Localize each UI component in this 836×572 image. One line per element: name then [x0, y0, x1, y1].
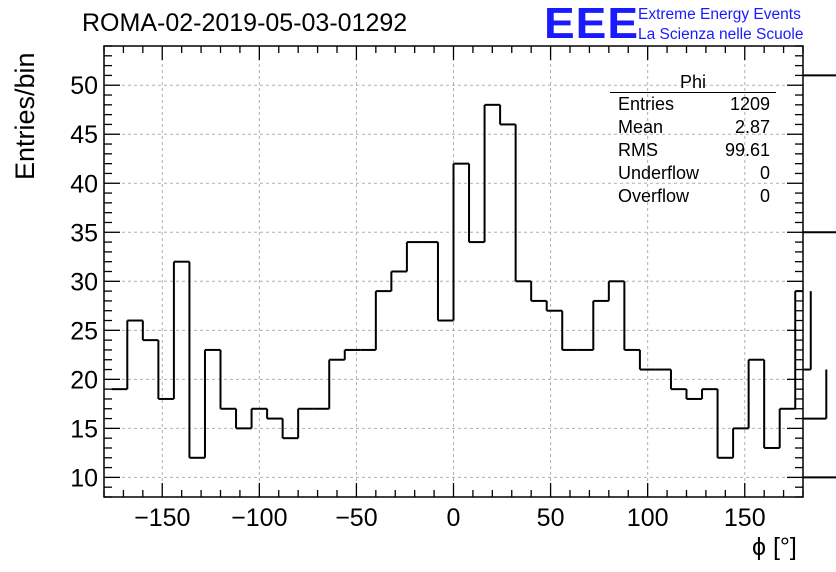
stats-title: Phi — [610, 72, 776, 93]
chart-title: ROMA-02-2019-05-03-01292 — [82, 9, 408, 37]
x-tick-label: 50 — [537, 504, 565, 532]
y-tick-label: 50 — [70, 72, 98, 100]
y-axis-label-box: Entries/bin — [8, 52, 40, 180]
x-tick-label: −100 — [231, 504, 287, 532]
x-tick-label: 0 — [447, 504, 461, 532]
stats-row-entries: Entries 1209 — [610, 93, 776, 116]
y-tick-label: 40 — [70, 170, 98, 198]
logo-line-2: La Scienza nelle Scuole — [638, 26, 804, 43]
x-tick-label: −150 — [134, 504, 190, 532]
stats-label: Mean — [618, 117, 664, 137]
x-tick-label: 150 — [724, 504, 766, 532]
stats-value: 2.87 — [734, 117, 770, 137]
x-tick-label: −50 — [335, 504, 377, 532]
stats-value: 0 — [759, 163, 770, 183]
y-tick-label: 20 — [70, 366, 98, 394]
stats-row-overflow: Overflow 0 — [610, 185, 776, 208]
stats-row-rms: RMS 99.61 — [610, 139, 776, 162]
y-tick-label: 45 — [70, 121, 98, 149]
y-tick-label: 25 — [70, 317, 98, 345]
y-tick-label: 15 — [70, 415, 98, 443]
stats-row-underflow: Underflow 0 — [610, 162, 776, 185]
stats-value: 1209 — [729, 94, 770, 114]
x-axis-label: ϕ [°] — [752, 533, 797, 561]
y-axis-label: Entries/bin — [10, 52, 40, 180]
stats-label: Underflow — [618, 163, 700, 183]
eee-logo: EEE — [544, 0, 640, 48]
stats-value: 0 — [759, 186, 770, 206]
stats-box: Phi Entries 1209 Mean 2.87 RMS 99.61 Und… — [610, 72, 776, 208]
stats-value: 99.61 — [724, 140, 770, 160]
y-tick-label: 10 — [70, 464, 98, 492]
y-tick-label: 30 — [70, 268, 98, 296]
logo-line-1: Extreme Energy Events — [638, 6, 801, 23]
stats-row-mean: Mean 2.87 — [610, 116, 776, 139]
y-tick-label: 35 — [70, 219, 98, 247]
x-tick-label: 100 — [627, 504, 669, 532]
stats-label: Overflow — [618, 186, 690, 206]
stats-label: RMS — [618, 140, 658, 160]
stats-label: Entries — [618, 94, 675, 114]
